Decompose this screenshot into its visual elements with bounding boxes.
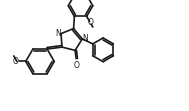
Text: N: N xyxy=(82,34,88,43)
Text: O: O xyxy=(73,61,79,70)
Text: O: O xyxy=(87,18,93,27)
Text: O: O xyxy=(13,57,19,66)
Text: N: N xyxy=(55,29,61,38)
